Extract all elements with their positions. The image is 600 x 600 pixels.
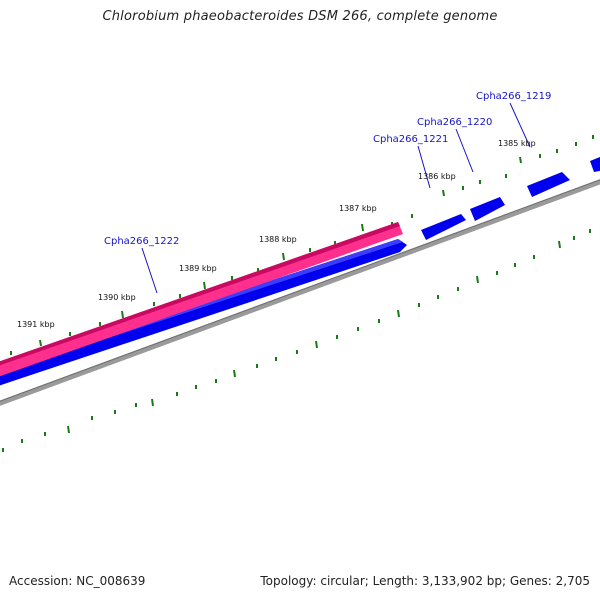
inner-tick-ring	[2, 229, 591, 452]
gene-label-cpha266-1222[interactable]: Cpha266_1222	[104, 236, 179, 247]
cds-forward-1222	[0, 222, 403, 377]
reverse-strand-cds	[0, 157, 600, 386]
kbp-label-1388: 1388 kbp	[259, 235, 297, 244]
kbp-label-1389: 1389 kbp	[179, 264, 217, 273]
outer-tick-ring	[10, 135, 594, 355]
accession-text: Accession: NC_008639	[9, 574, 146, 588]
gene-label-cpha266-1219[interactable]: Cpha266_1219	[476, 91, 551, 102]
kbp-label-1386: 1386 kbp	[418, 172, 456, 181]
genome-summary-text: Topology: circular; Length: 3,133,902 bp…	[260, 574, 590, 588]
kbp-label-1390: 1390 kbp	[98, 293, 136, 302]
cds-reverse-next	[590, 157, 600, 172]
forward-strand-cds	[0, 222, 403, 377]
cds-reverse-1221	[421, 214, 466, 240]
cds-reverse-1220	[470, 197, 505, 221]
cds-reverse-1219	[527, 172, 570, 197]
map-title: Chlorobium phaeobacteroides DSM 266, com…	[102, 9, 498, 24]
kbp-label-1387: 1387 kbp	[339, 204, 377, 213]
genome-backbone	[0, 179, 600, 406]
gene-label-cpha266-1220[interactable]: Cpha266_1220	[417, 117, 492, 128]
cds-reverse-large	[0, 239, 407, 386]
kbp-label-1391: 1391 kbp	[17, 320, 55, 329]
gene-label-cpha266-1221[interactable]: Cpha266_1221	[373, 134, 448, 145]
kbp-label-1385: 1385 kbp	[498, 139, 536, 148]
gene-label-leaders	[141, 102, 531, 294]
